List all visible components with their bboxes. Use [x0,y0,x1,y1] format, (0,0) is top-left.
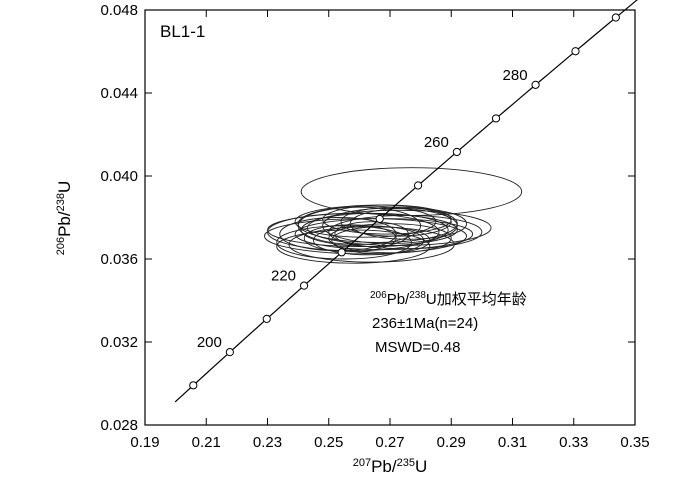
x-tick-label: 0.19 [130,434,159,451]
annotation-line-2: 236±1Ma(n=24) [372,315,478,332]
error-ellipse [322,204,452,235]
concordia-age-label: 220 [271,268,296,285]
error-ellipse [276,229,431,264]
axis-ticks: 0.19 0.21 0.23 0.25 0.27 0.29 0.31 0.33 0.35 0.02… [100,2,649,451]
concordia-age-marker [452,147,461,157]
y-axis-title-base: Pb/ [55,211,74,237]
concordia-age-label: 200 [197,334,222,351]
annotation-line-1: 206Pb/238U加权平均年龄 [370,290,527,308]
annotation-base: Pb/ [387,291,410,308]
error-ellipses [263,167,523,264]
concordia-age-label: 280 [503,67,528,84]
concordia-age-label: 260 [424,134,449,151]
x-axis-title-end: U [415,457,427,476]
x-tick-label: 0.33 [559,434,588,451]
x-axis-title: 207Pb/235U [353,457,428,476]
y-axis-title: 206Pb/238U [55,181,74,256]
concordia-age-marker [189,381,198,390]
concordia-age-marker [299,281,309,290]
concordia-curve-group: 200 220 260 280 [174,0,638,403]
y-tick-label: 0.032 [100,334,138,351]
y-axis-title-end: U [55,181,74,193]
annotation-box: 206Pb/238U加权平均年龄 236±1Ma(n=24) MSWD=0.48 [370,290,527,356]
concordia-age-marker [375,214,384,224]
x-axis-title-sup1: 207 [353,457,371,469]
concordia-age-marker [262,314,271,324]
x-tick-label: 0.29 [437,434,466,451]
concordia-age-marker [337,248,346,257]
annotation-sup1: 206 [370,290,387,301]
concordia-age-marker [611,13,620,22]
annotation-sup2: 238 [409,290,426,301]
y-tick-label: 0.028 [100,417,138,434]
concordia-age-marker [491,114,501,123]
annotation-end: U加权平均年龄 [426,291,527,308]
x-axis-title-base: Pb/ [371,457,397,476]
error-ellipse [349,207,468,240]
concordia-age-marker [571,47,580,56]
panel-label: BL1-1 [160,22,205,41]
y-axis-title-sup1: 206 [55,237,67,255]
concordia-curve [174,0,638,403]
concordia-age-marker [531,80,540,89]
x-tick-label: 0.21 [192,434,221,451]
x-tick-label: 0.35 [620,434,649,451]
y-tick-label: 0.048 [100,2,138,19]
x-tick-label: 0.23 [253,434,282,451]
y-tick-label: 0.036 [100,251,138,268]
x-tick-label: 0.25 [314,434,343,451]
y-tick-label: 0.044 [100,85,138,102]
x-axis-title-sup2: 235 [397,457,415,469]
concordia-age-marker [413,181,423,190]
concordia-age-marker [225,348,234,357]
error-ellipse [294,218,474,251]
x-tick-label: 0.27 [375,434,404,451]
x-tick-label: 0.31 [498,434,527,451]
y-tick-label: 0.040 [100,168,138,185]
y-axis-title-sup2: 238 [55,193,67,211]
error-ellipse [267,212,458,247]
annotation-line-3: MSWD=0.48 [375,339,460,356]
error-ellipse [288,226,455,263]
